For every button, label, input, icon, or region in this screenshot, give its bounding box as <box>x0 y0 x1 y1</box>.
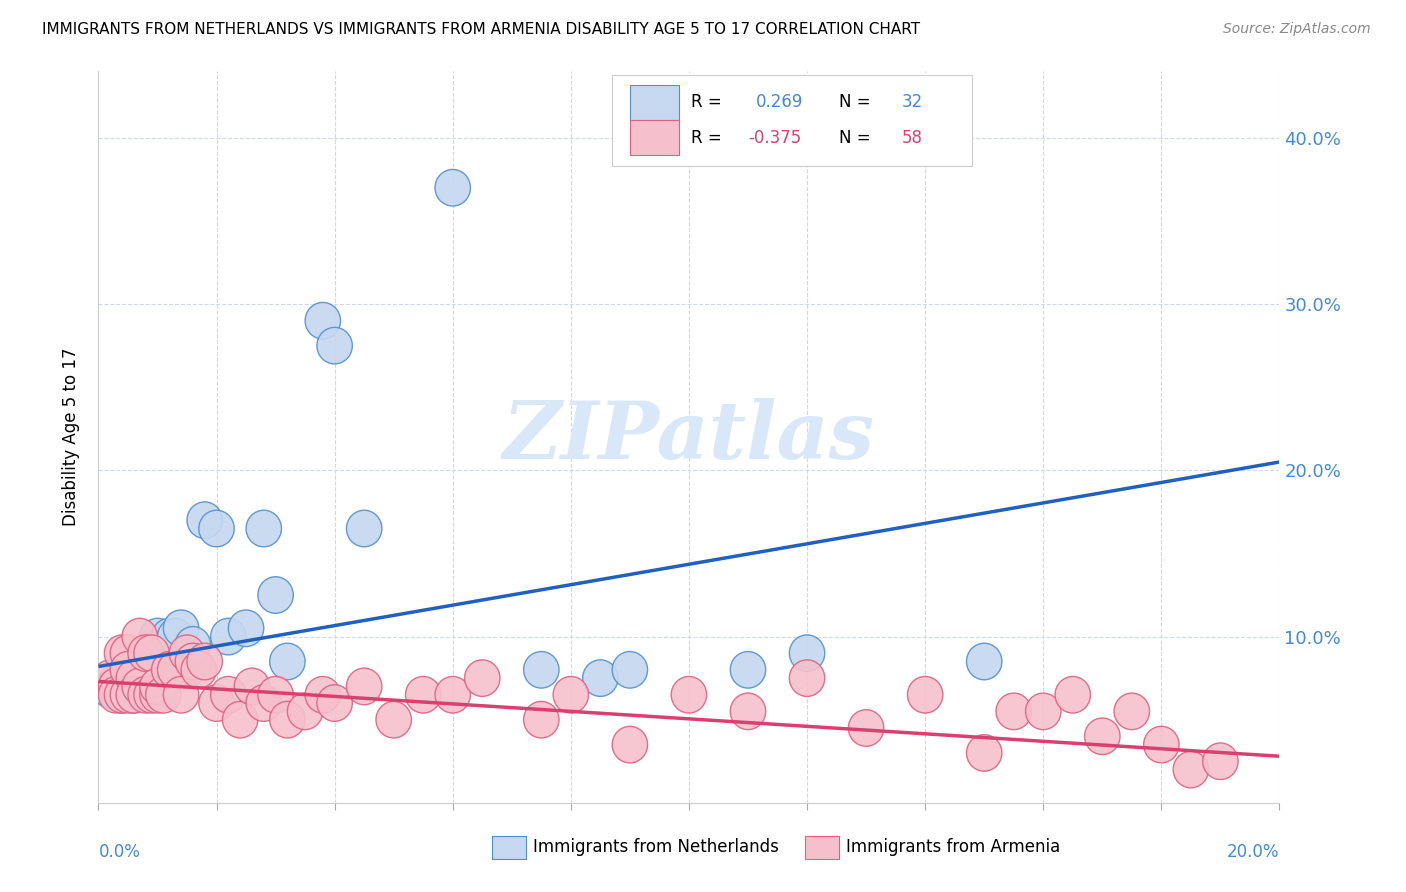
Text: Immigrants from Armenia: Immigrants from Armenia <box>846 838 1060 856</box>
Text: 20.0%: 20.0% <box>1227 843 1279 861</box>
Text: R =: R = <box>692 94 727 112</box>
Text: Immigrants from Netherlands: Immigrants from Netherlands <box>533 838 779 856</box>
Text: 0.0%: 0.0% <box>98 843 141 861</box>
FancyBboxPatch shape <box>492 836 526 859</box>
Text: 58: 58 <box>901 128 922 146</box>
Text: Source: ZipAtlas.com: Source: ZipAtlas.com <box>1223 22 1371 37</box>
Text: 32: 32 <box>901 94 922 112</box>
Text: N =: N = <box>839 94 876 112</box>
FancyBboxPatch shape <box>804 836 839 859</box>
Text: N =: N = <box>839 128 876 146</box>
Text: -0.375: -0.375 <box>748 128 801 146</box>
FancyBboxPatch shape <box>630 85 679 120</box>
Text: IMMIGRANTS FROM NETHERLANDS VS IMMIGRANTS FROM ARMENIA DISABILITY AGE 5 TO 17 CO: IMMIGRANTS FROM NETHERLANDS VS IMMIGRANT… <box>42 22 921 37</box>
Text: ZIPatlas: ZIPatlas <box>503 399 875 475</box>
FancyBboxPatch shape <box>630 120 679 155</box>
Text: R =: R = <box>692 128 727 146</box>
FancyBboxPatch shape <box>612 75 973 167</box>
Text: 0.269: 0.269 <box>756 94 804 112</box>
Y-axis label: Disability Age 5 to 17: Disability Age 5 to 17 <box>62 348 80 526</box>
